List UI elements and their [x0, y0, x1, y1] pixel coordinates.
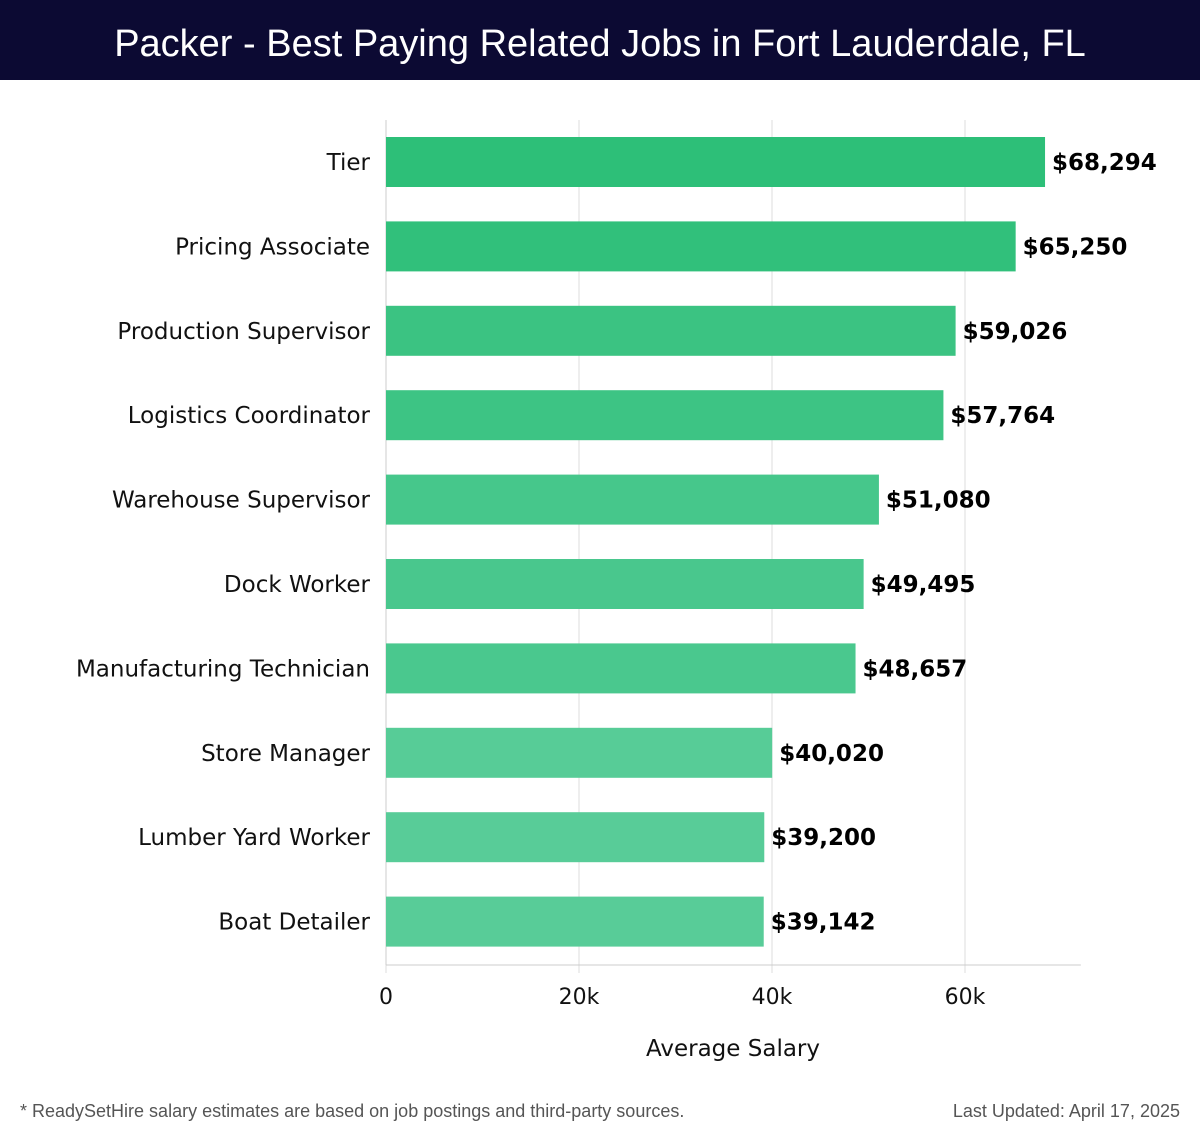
category-label: Production Supervisor	[117, 319, 370, 345]
value-label: $40,020	[779, 741, 884, 767]
category-label: Store Manager	[201, 741, 370, 767]
value-label: $59,026	[963, 319, 1068, 345]
value-label: $48,657	[863, 656, 968, 682]
value-label: $65,250	[1023, 234, 1128, 260]
bar	[386, 727, 773, 778]
x-tick-label: 20k	[559, 985, 600, 1010]
category-label: Tier	[326, 150, 371, 176]
value-label: $49,495	[871, 572, 976, 598]
x-axis-label: Average Salary	[646, 1036, 820, 1062]
value-label: $39,142	[771, 910, 876, 936]
bar	[386, 221, 1016, 272]
x-tick-label: 40k	[752, 985, 793, 1010]
bar-chart: 0 20k 40k 60k Tier $68,294 Pricing Associate $6…	[76, 120, 1157, 1062]
bar	[386, 474, 879, 525]
category-label: Boat Detailer	[218, 910, 370, 936]
category-label: Lumber Yard Worker	[138, 825, 370, 851]
category-label: Logistics Coordinator	[128, 403, 371, 429]
bar	[386, 559, 864, 609]
category-label: Dock Worker	[224, 572, 371, 598]
category-label: Pricing Associate	[175, 234, 370, 260]
bar	[386, 137, 1046, 187]
x-tick-label: 60k	[945, 985, 986, 1010]
bar	[386, 305, 956, 356]
footnote: * ReadySetHire salary estimates are base…	[20, 1101, 685, 1121]
last-updated: Last Updated: April 17, 2025	[952, 1101, 1180, 1121]
bar	[386, 390, 944, 441]
chart-title: Packer - Best Paying Related Jobs in For…	[0, 0, 1200, 80]
value-label: $39,200	[771, 825, 876, 851]
x-tick-label: 0	[379, 985, 393, 1010]
value-label: $51,080	[886, 488, 991, 514]
bar	[386, 643, 856, 694]
value-label: $57,764	[950, 403, 1055, 429]
bar	[386, 812, 765, 863]
category-label: Manufacturing Technician	[76, 656, 370, 682]
bar	[386, 896, 764, 947]
value-label: $68,294	[1052, 150, 1157, 176]
category-label: Warehouse Supervisor	[112, 488, 371, 514]
